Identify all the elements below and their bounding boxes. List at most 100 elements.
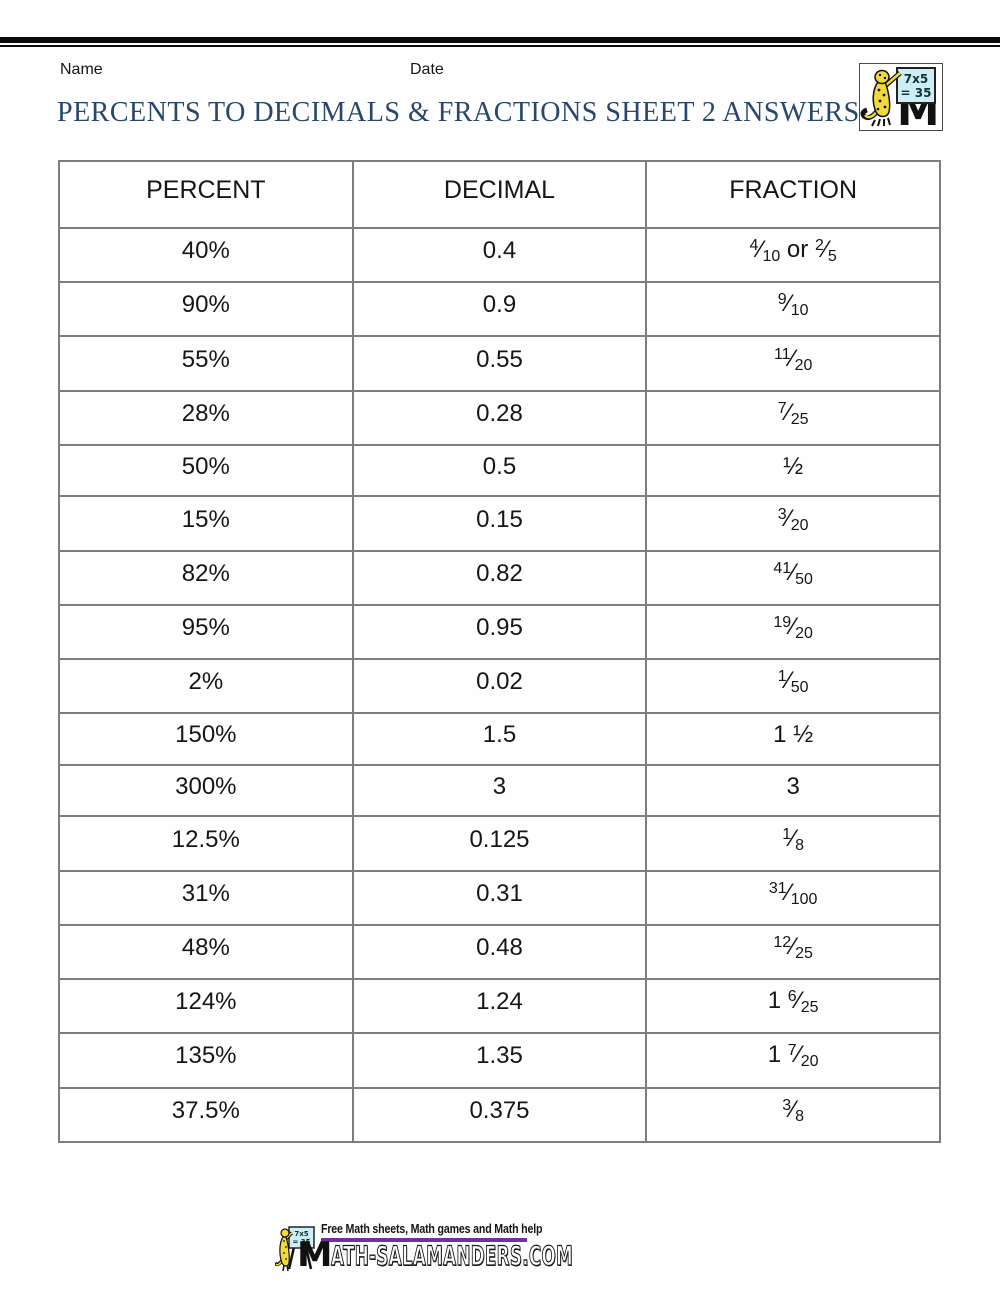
fraction-part: 20	[795, 625, 813, 643]
fraction-text: 1	[767, 987, 788, 1015]
fraction-part: 50	[790, 679, 809, 697]
fraction-cell: 3⁄8	[645, 1086, 941, 1144]
wordmark-text: ATH-SALAMANDERS.COM	[330, 1240, 573, 1272]
footer-salamander-icon: 7x5 = 35	[274, 1226, 315, 1272]
fraction-cell: ½	[645, 443, 941, 498]
svg-text:7x5: 7x5	[904, 72, 928, 86]
percent-cell: 40%	[58, 226, 354, 284]
fraction-part: 10	[790, 302, 809, 320]
footer-tagline: Free Math sheets, Math games and Math he…	[320, 1222, 543, 1236]
percent-cell: 37.5%	[58, 1086, 354, 1144]
fraction-part: 25	[795, 945, 813, 962]
percent-cell: 300%	[58, 763, 354, 818]
date-label: Date	[410, 61, 444, 78]
fraction-part: 20	[800, 1053, 819, 1071]
fraction-part: 7	[787, 1042, 797, 1060]
table-row: 31% 0.31 31⁄100	[58, 869, 941, 926]
fraction-part: ⁄	[786, 504, 791, 532]
fraction-part: 10	[762, 248, 781, 266]
table-row: 90% 0.9 9⁄10	[58, 281, 941, 338]
fraction-part: ⁄	[786, 878, 791, 906]
fraction-text: 3	[786, 772, 800, 800]
fraction-part: ⁄	[791, 1095, 796, 1123]
percent-cell: 50%	[58, 443, 354, 498]
percent-cell: 55%	[58, 335, 354, 392]
fraction-part: ⁄	[786, 290, 791, 318]
percent-cell: 2%	[58, 658, 354, 715]
fraction-cell: 1⁄50	[645, 658, 941, 715]
wordmark-m: M	[296, 1235, 333, 1275]
fraction-part: 3	[777, 505, 787, 523]
decimal-cell: 0.48	[351, 923, 648, 981]
fraction-part: ⁄	[791, 933, 796, 960]
percent-cell: 31%	[58, 869, 354, 926]
site-logo: M 7x5 = 35	[859, 63, 943, 136]
page-title: PERCENTS TO DECIMALS & FRACTIONS SHEET 2…	[57, 97, 860, 128]
fraction-part: 6	[787, 988, 797, 1006]
fraction-part: 1	[777, 668, 787, 686]
fraction-part: 12	[773, 934, 792, 951]
fraction-text: ½	[783, 452, 804, 480]
fraction-part: ⁄	[791, 824, 796, 852]
decimal-cell: 0.55	[351, 335, 648, 392]
percent-cell: 90%	[58, 281, 354, 338]
decimal-cell: 3	[351, 763, 648, 818]
table-body: 40% 0.4 4⁄10 or 2⁄5 90% 0.9 9⁄10 55% 0.55 11⁄20 2…	[58, 226, 941, 1144]
fraction-cell: 31⁄100	[645, 869, 941, 926]
percent-cell: 15%	[58, 495, 354, 552]
fraction-part: 31	[768, 879, 787, 897]
fraction-part: 20	[790, 516, 809, 534]
table-row: 12.5% 0.125 1⁄8	[58, 815, 941, 872]
fraction-part: 2	[814, 237, 824, 255]
table-row: 2% 0.02 1⁄50	[58, 658, 941, 715]
percent-cell: 95%	[58, 603, 354, 661]
fraction-cell: 9⁄10	[645, 281, 941, 338]
table-row: 124% 1.24 1 6⁄25	[58, 978, 941, 1035]
percent-cell: 48%	[58, 923, 354, 981]
answers-table: PERCENT DECIMAL FRACTION 40% 0.4 4⁄10 or 2⁄5…	[58, 160, 941, 1144]
fraction-part: 8	[795, 1107, 805, 1125]
decimal-cell: 1.35	[351, 1032, 648, 1089]
decimal-cell: 0.9	[351, 281, 648, 338]
percent-cell: 82%	[58, 549, 354, 606]
table-row: 28% 0.28 7⁄25	[58, 389, 941, 446]
fraction-part: 8	[795, 836, 805, 854]
fraction-part: 19	[773, 614, 792, 632]
svg-text:= 35: = 35	[901, 86, 932, 100]
fraction-part: ⁄	[796, 987, 801, 1015]
fraction-cell: 19⁄20	[645, 603, 941, 661]
table-header: PERCENT DECIMAL FRACTION	[58, 160, 941, 229]
footer-underline	[320, 1238, 527, 1242]
site-logo-graphic: M 7x5 = 35	[860, 67, 939, 136]
decimal-cell: 0.375	[351, 1086, 648, 1144]
header-cell-decimal: DECIMAL	[351, 160, 648, 229]
fraction-part: 100	[790, 890, 818, 908]
fraction-part: ⁄	[791, 613, 796, 641]
decimal-cell: 0.4	[351, 226, 648, 284]
math-board-icon: 7x5 = 35	[896, 67, 936, 104]
header-row: PERCENT DECIMAL FRACTION	[58, 160, 941, 229]
fraction-part: 5	[827, 248, 837, 266]
percent-cell: 135%	[58, 1032, 354, 1089]
fraction-cell: 3	[645, 763, 941, 818]
table-row: 95% 0.95 19⁄20	[58, 603, 941, 661]
decimal-cell: 0.02	[351, 658, 648, 715]
fraction-part: 1	[782, 825, 792, 843]
fraction-part: ⁄	[790, 344, 795, 372]
fraction-part: ⁄	[823, 236, 828, 264]
fraction-part: 7	[777, 399, 787, 417]
footer-wordmark: M ATH-SALAMANDERS.COM	[296, 1235, 721, 1275]
fraction-part: 9	[777, 291, 787, 309]
percent-cell: 28%	[58, 389, 354, 446]
fraction-cell: 4⁄10 or 2⁄5	[645, 226, 941, 284]
fraction-cell: 41⁄50	[645, 549, 941, 606]
decimal-cell: 1.24	[351, 978, 648, 1035]
table-row: 15% 0.15 3⁄20	[58, 495, 941, 552]
decimal-cell: 0.28	[351, 389, 648, 446]
footer-logo: 7x5 = 35 Free Math sheets, Math games an…	[274, 1222, 721, 1275]
fraction-part: 50	[795, 570, 813, 588]
decimal-cell: 0.5	[351, 443, 648, 498]
table-row: 150% 1.5 1 ½	[58, 712, 941, 766]
fraction-part: 25	[790, 410, 809, 428]
fraction-part: ⁄	[786, 667, 791, 695]
